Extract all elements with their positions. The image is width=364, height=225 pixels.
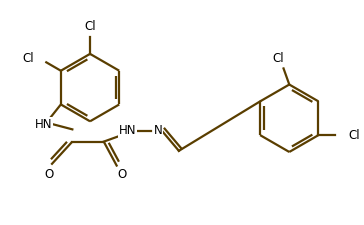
Text: N: N (154, 124, 163, 137)
Text: O: O (45, 168, 54, 181)
Text: Cl: Cl (348, 129, 360, 142)
Text: Cl: Cl (84, 20, 96, 33)
Text: Cl: Cl (23, 52, 34, 65)
Text: HN: HN (35, 118, 52, 131)
Text: Cl: Cl (273, 52, 284, 65)
Text: O: O (117, 169, 126, 181)
Text: HN: HN (119, 124, 136, 137)
